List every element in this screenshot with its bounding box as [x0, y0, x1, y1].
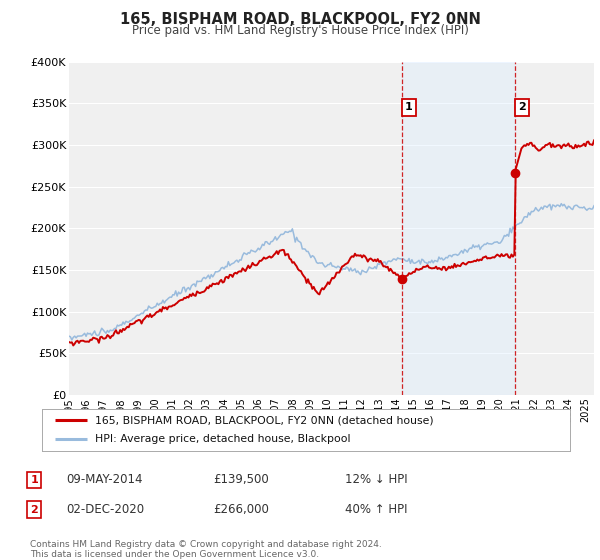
Text: 09-MAY-2014: 09-MAY-2014	[66, 473, 143, 487]
Text: 1: 1	[31, 475, 38, 485]
Text: 2: 2	[518, 102, 526, 113]
Text: 2: 2	[31, 505, 38, 515]
Text: 40% ↑ HPI: 40% ↑ HPI	[345, 503, 407, 516]
Text: £139,500: £139,500	[213, 473, 269, 487]
Text: Contains HM Land Registry data © Crown copyright and database right 2024.: Contains HM Land Registry data © Crown c…	[30, 540, 382, 549]
Text: 165, BISPHAM ROAD, BLACKPOOL, FY2 0NN: 165, BISPHAM ROAD, BLACKPOOL, FY2 0NN	[119, 12, 481, 27]
Text: 02-DEC-2020: 02-DEC-2020	[66, 503, 144, 516]
Text: 12% ↓ HPI: 12% ↓ HPI	[345, 473, 407, 487]
Text: 165, BISPHAM ROAD, BLACKPOOL, FY2 0NN (detached house): 165, BISPHAM ROAD, BLACKPOOL, FY2 0NN (d…	[95, 415, 433, 425]
Text: This data is licensed under the Open Government Licence v3.0.: This data is licensed under the Open Gov…	[30, 550, 319, 559]
Bar	[402, 62, 515, 395]
Text: 1: 1	[405, 102, 413, 113]
Text: HPI: Average price, detached house, Blackpool: HPI: Average price, detached house, Blac…	[95, 435, 350, 445]
Text: £266,000: £266,000	[213, 503, 269, 516]
Text: Price paid vs. HM Land Registry's House Price Index (HPI): Price paid vs. HM Land Registry's House …	[131, 24, 469, 38]
